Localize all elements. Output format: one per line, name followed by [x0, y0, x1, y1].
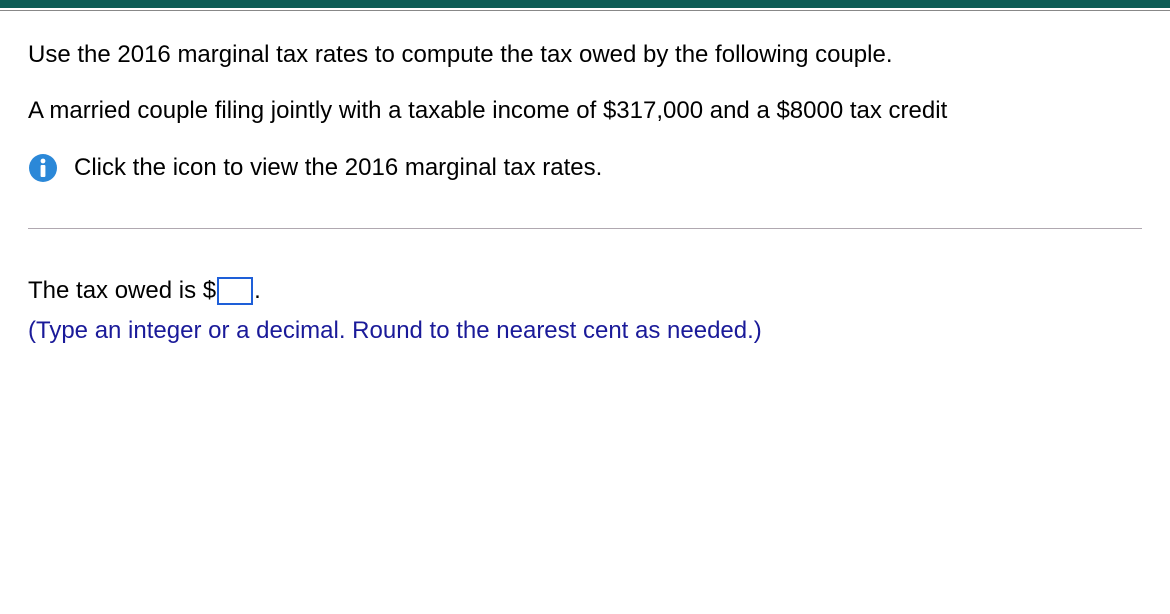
info-hint-row: Click the icon to view the 2016 marginal…	[28, 152, 1142, 184]
problem-line-2: A married couple filing jointly with a t…	[28, 95, 1142, 127]
question-content: Use the 2016 marginal tax rates to compu…	[0, 11, 1170, 349]
header-bar	[0, 0, 1170, 8]
answer-prefix: The tax owed is $	[28, 273, 216, 309]
tax-amount-input[interactable]	[217, 277, 253, 305]
info-icon[interactable]	[28, 153, 58, 183]
answer-section: The tax owed is $ . (Type an integer or …	[28, 273, 1142, 349]
section-divider	[28, 228, 1142, 229]
answer-line: The tax owed is $ .	[28, 273, 1142, 309]
problem-line-1: Use the 2016 marginal tax rates to compu…	[28, 39, 1142, 71]
problem-statement: Use the 2016 marginal tax rates to compu…	[28, 39, 1142, 184]
answer-instruction: (Type an integer or a decimal. Round to …	[28, 313, 1142, 349]
answer-suffix: .	[254, 273, 261, 309]
info-hint-text: Click the icon to view the 2016 marginal…	[74, 152, 602, 184]
